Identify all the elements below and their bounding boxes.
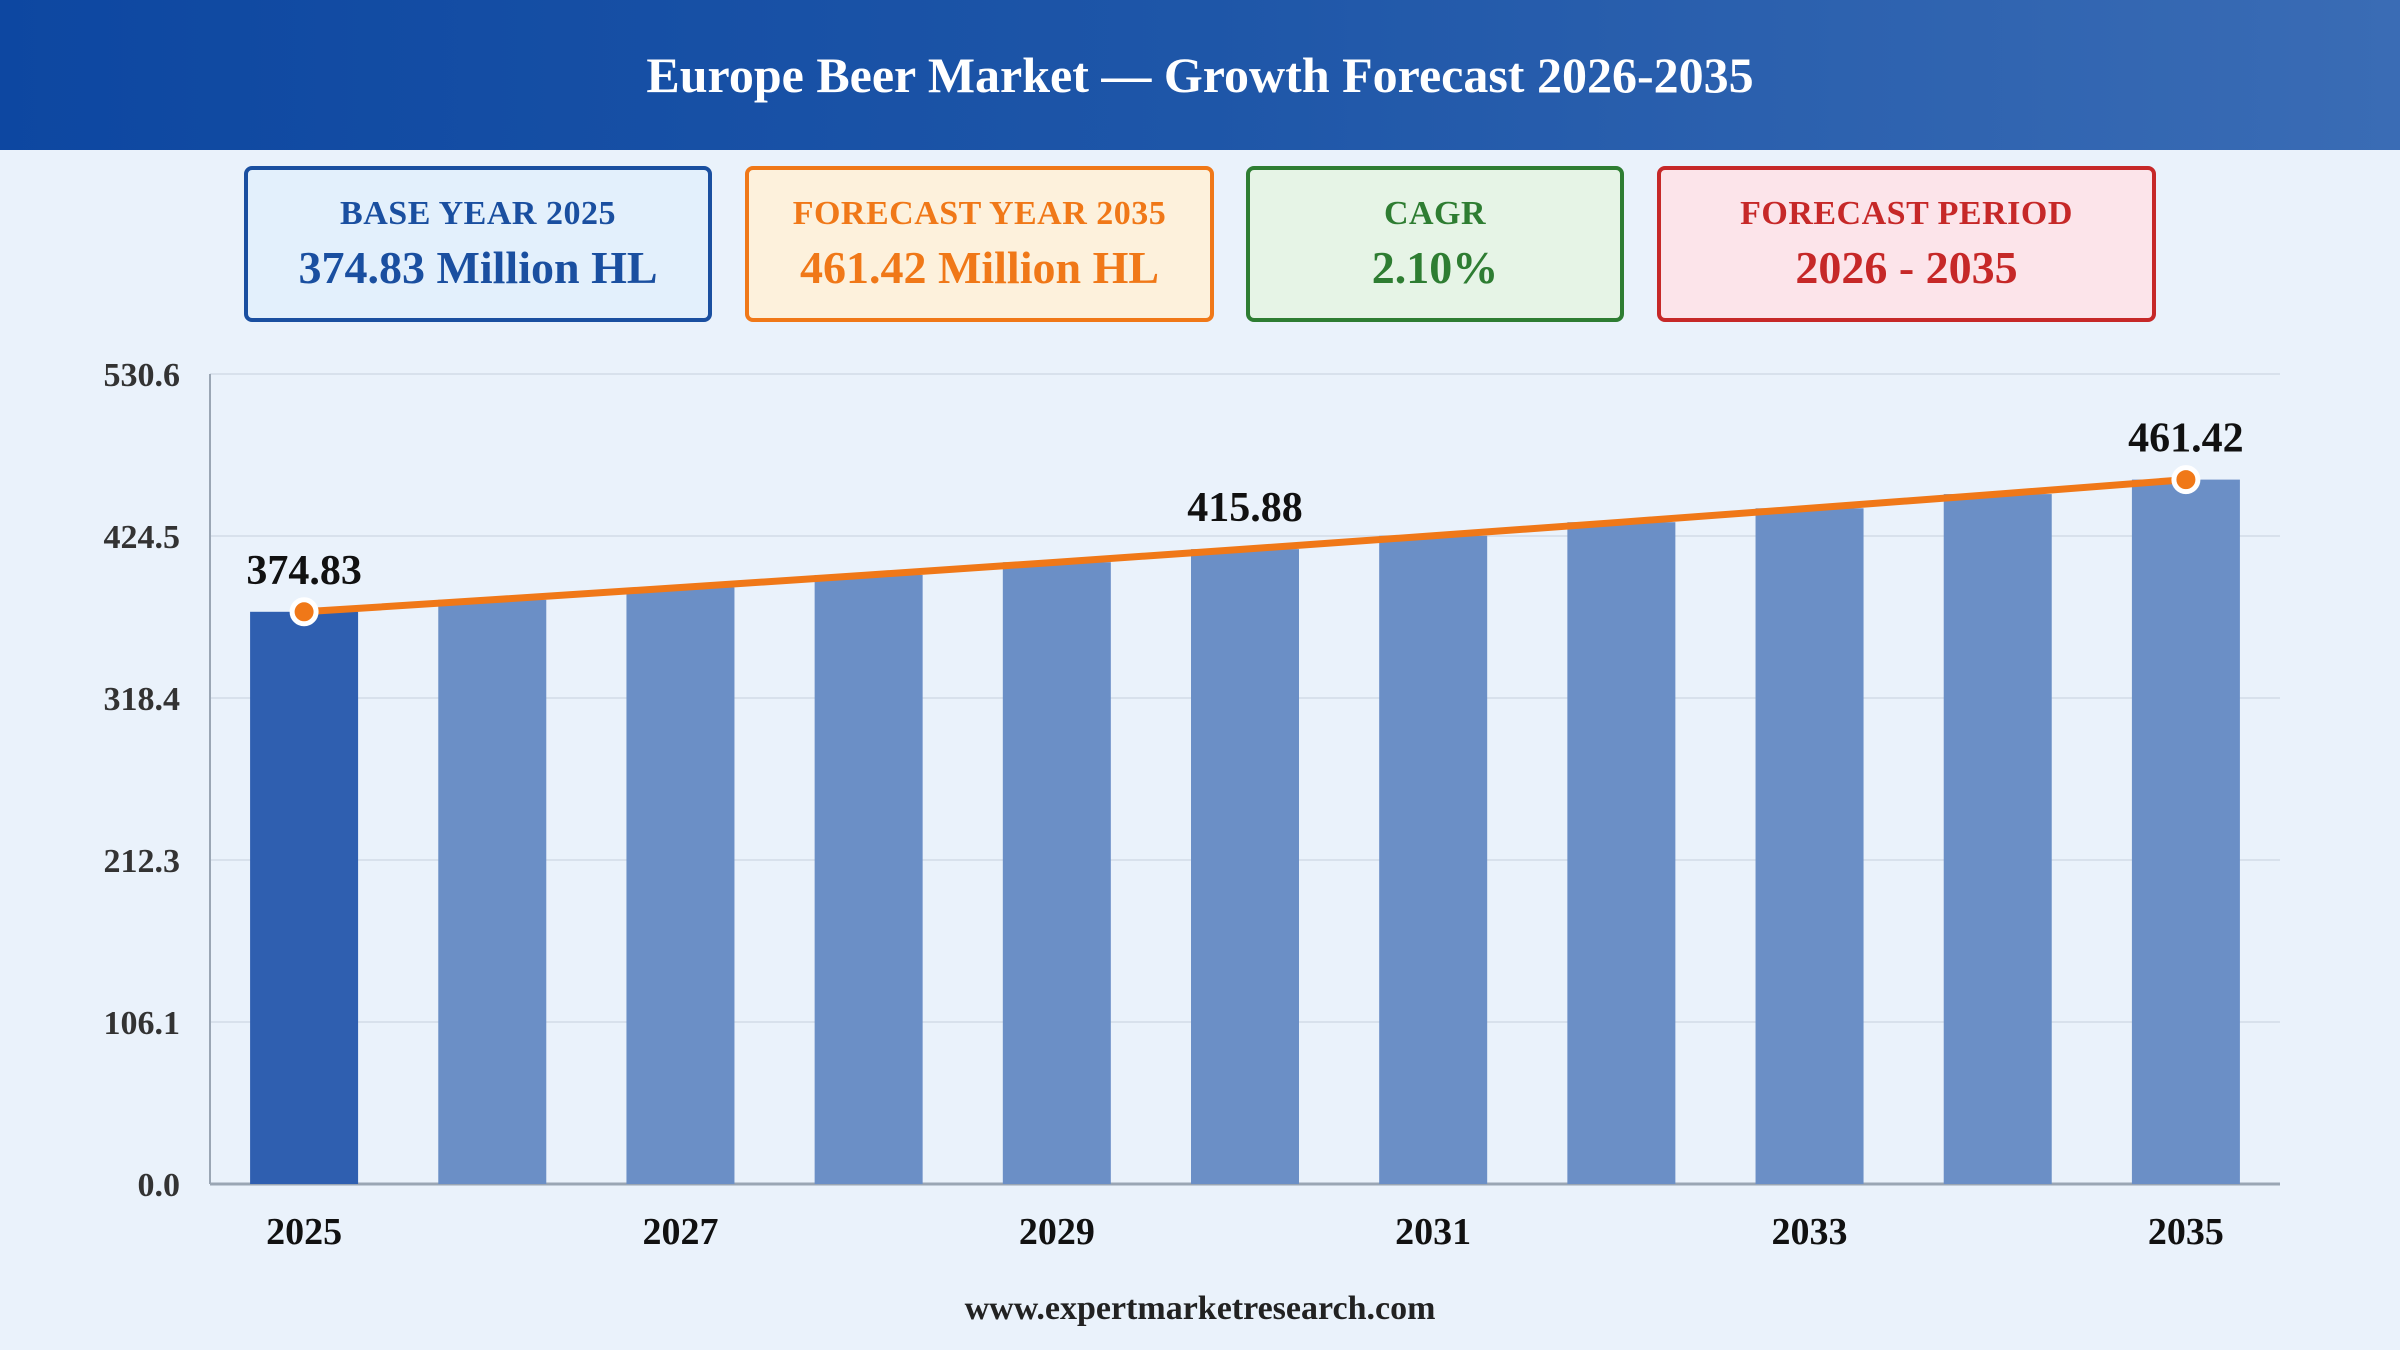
data-label-2025: 374.83 bbox=[246, 548, 362, 594]
cagr-value: 2.10% bbox=[1371, 241, 1499, 293]
cagr-label: CAGR bbox=[1383, 194, 1487, 232]
trend-marker-2025 bbox=[289, 597, 319, 627]
bar-2032 bbox=[1567, 522, 1676, 1184]
data-label-2030: 415.88 bbox=[1187, 485, 1303, 531]
x-tick-label: 2035 bbox=[2148, 1211, 2224, 1253]
data-label-2035: 461.42 bbox=[2128, 416, 2244, 462]
x-tick-label: 2033 bbox=[1772, 1211, 1848, 1253]
forecast-year-card: FORECAST YEAR 2035 461.42 Million HL bbox=[745, 166, 1214, 322]
trend-line bbox=[300, 476, 2190, 616]
trend-marker-2035 bbox=[2171, 465, 2201, 495]
bar-2029 bbox=[1002, 562, 1111, 1184]
x-tick-label: 2025 bbox=[266, 1211, 342, 1253]
bar-2027 bbox=[626, 587, 735, 1184]
y-tick-label: 212.3 bbox=[104, 843, 181, 880]
header-banner: Europe Beer Market — Growth Forecast 202… bbox=[0, 0, 2400, 150]
bar-2033 bbox=[1755, 508, 1864, 1184]
bar-2025 bbox=[250, 611, 359, 1184]
bar-2031 bbox=[1379, 535, 1488, 1184]
bar-2034 bbox=[1943, 494, 2052, 1184]
x-tick-label: 2029 bbox=[1019, 1211, 1095, 1253]
bar-2028 bbox=[814, 574, 923, 1184]
base-year-card: BASE YEAR 2025 374.83 Million HL bbox=[244, 166, 712, 322]
source-footer: www.expertmarketresearch.com bbox=[964, 1290, 1436, 1327]
y-tick-label: 318.4 bbox=[104, 681, 181, 718]
forecast-period-card: FORECAST PERIOD 2026 - 2035 bbox=[1657, 166, 2156, 322]
x-tick-label: 2027 bbox=[642, 1211, 718, 1253]
bar-2030 bbox=[1191, 549, 1299, 1184]
y-tick-label: 424.5 bbox=[104, 519, 181, 556]
bar-2026 bbox=[438, 599, 547, 1184]
base-year-value: 374.83 Million HL bbox=[298, 241, 658, 293]
base-year-label: BASE YEAR 2025 bbox=[340, 194, 616, 232]
bar-2035 bbox=[2131, 479, 2240, 1184]
forecast-year-label: FORECAST YEAR 2035 bbox=[792, 194, 1167, 232]
y-tick-label: 0.0 bbox=[138, 1167, 181, 1204]
x-tick-label: 2031 bbox=[1395, 1211, 1471, 1253]
forecast-period-value: 2026 - 2035 bbox=[1795, 241, 2018, 293]
cagr-card: CAGR 2.10% bbox=[1246, 166, 1624, 322]
y-tick-label: 106.1 bbox=[104, 1005, 181, 1042]
forecast-year-value: 461.42 Million HL bbox=[799, 241, 1160, 293]
y-tick-label: 530.6 bbox=[104, 357, 181, 394]
forecast-period-label: FORECAST PERIOD bbox=[1740, 194, 2073, 232]
page-title: Europe Beer Market — Growth Forecast 202… bbox=[646, 47, 1754, 103]
